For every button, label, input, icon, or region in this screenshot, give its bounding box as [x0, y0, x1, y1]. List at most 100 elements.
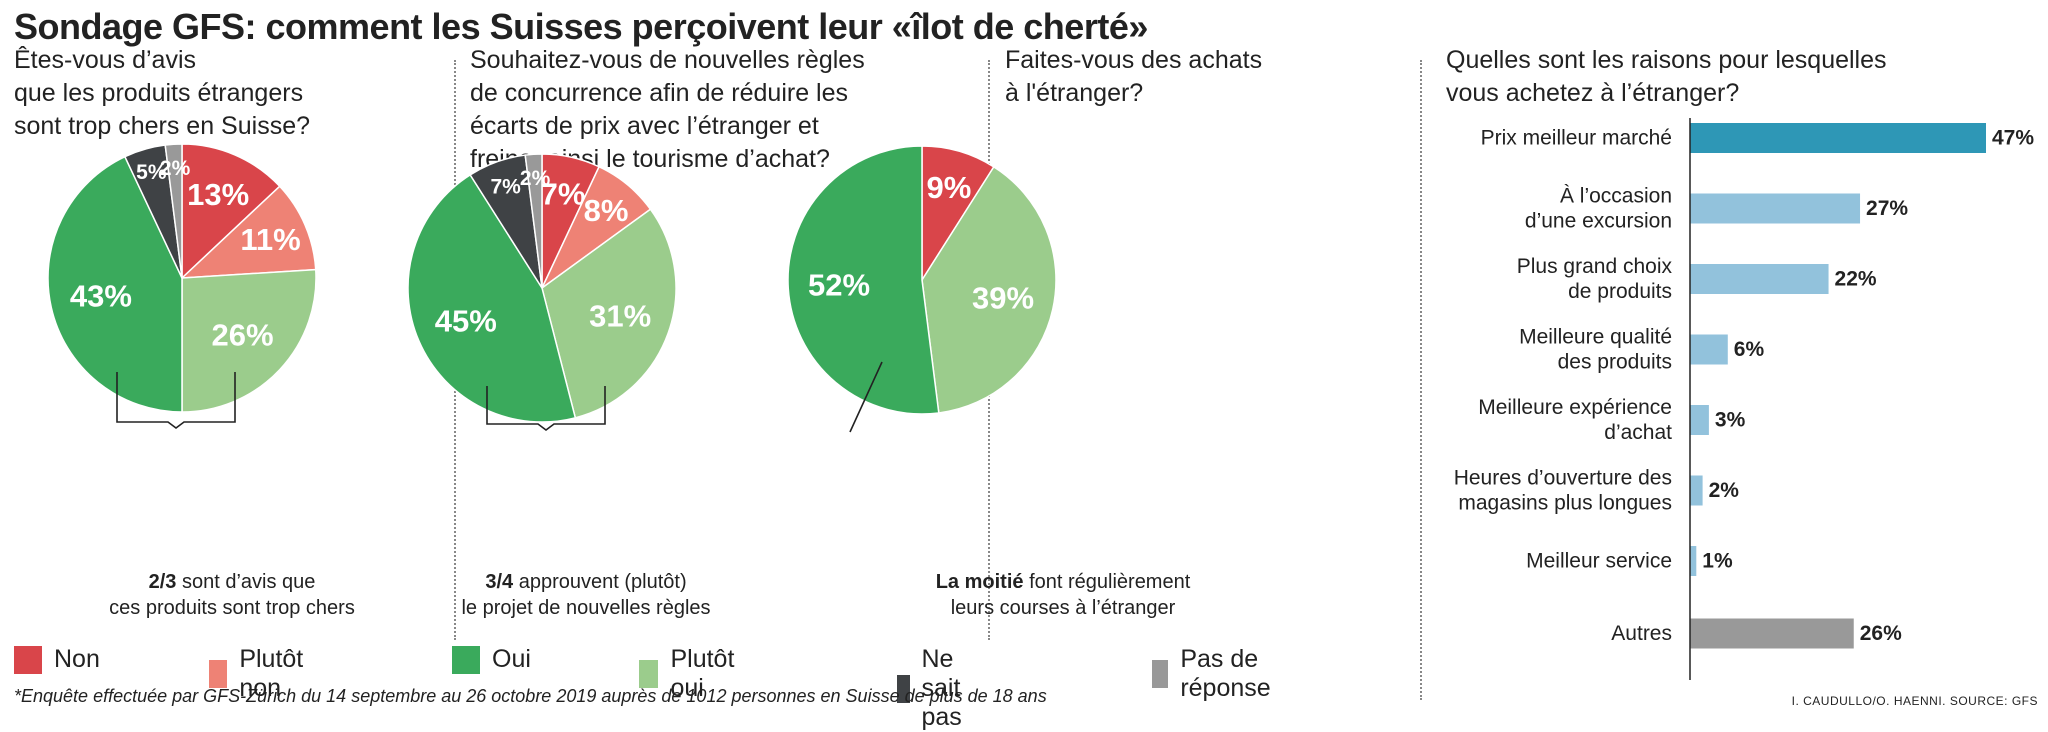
annotation-line2: le projet de nouvelles règles: [461, 597, 710, 619]
annotation-leader: [849, 361, 883, 433]
legend-swatch: [1152, 660, 1169, 688]
bar-category-label: Autres: [1611, 622, 1672, 645]
pie-slice: [787, 145, 940, 415]
legend-item: Pas de réponse: [1152, 645, 1282, 703]
pie-chart-2: 7%8%31%45%7% 2%3/4 approuvent (plutôt)le …: [407, 153, 711, 619]
pie-slice: [524, 153, 543, 289]
bar: [1690, 405, 1709, 435]
pie3-question: Faites-vous des achats à l'étranger?: [1005, 44, 1385, 110]
bar: [1690, 123, 1986, 153]
annotation-text: La moitié font régulièrement: [936, 571, 1191, 593]
pie-slice-label: 52%: [808, 268, 870, 303]
bar-category-label: Plus grand choix: [1517, 255, 1673, 278]
legend-label: Oui: [492, 645, 531, 673]
bar-category-label: À l’occasion: [1560, 185, 1672, 208]
question-line: Êtes-vous d’avis: [14, 46, 197, 74]
bar-chart: Prix meilleur marché 47% À l’occasiond’une…: [1454, 118, 2034, 680]
annotation-text: 3/4 approuvent (plutôt): [485, 571, 686, 593]
question-line: Souhaitez-vous de nouvelles règles: [470, 46, 865, 74]
bar-category-label: Meilleur service: [1526, 550, 1672, 573]
question-line: que les produits étrangers: [14, 79, 304, 107]
pie-slice-label: 39%: [972, 281, 1034, 316]
pie-slice-label: 45%: [435, 303, 497, 338]
pie-slice-label: 9%: [927, 170, 972, 205]
question-line: sont trop chers en Suisse?: [14, 112, 310, 140]
legend-item: Non: [14, 645, 100, 674]
question-line: Quelles sont les raisons pour lesquelles: [1446, 46, 1887, 74]
bar-category-label: magasins plus longues: [1458, 492, 1672, 515]
pie-slice: [181, 268, 317, 413]
legend-label: Plutôt oui: [670, 645, 735, 702]
bar-category-label: de produits: [1568, 280, 1672, 303]
pie-chart-3: 9% 39% 52% La moitié font régulièrement leur…: [787, 145, 1191, 619]
annotation-text: 2/3 sont d’avis que: [149, 571, 316, 593]
bar-value-label: 47%: [1992, 127, 2034, 150]
pie-slice-label: 7%: [541, 176, 586, 211]
annotation-bold: 2/3: [149, 571, 177, 593]
pie1-question: Êtes-vous d’avis que les produits étrange…: [14, 44, 434, 143]
annotation-rest: font régulièrement: [1024, 571, 1191, 593]
annotation-bold: La moitié: [936, 571, 1024, 593]
annotation-line2: ces produits sont trop chers: [109, 597, 355, 619]
bar-value-label: 6%: [1734, 338, 1765, 361]
bar-category-label: Meilleure expérience: [1478, 396, 1672, 419]
pie-slice: [181, 143, 281, 280]
bar: [1690, 193, 1861, 224]
question-line: vous achetez à l’étranger?: [1446, 79, 1740, 107]
bar-value-label: 27%: [1866, 197, 1908, 220]
bar-question: Quelles sont les raisons pour lesquelles…: [1446, 44, 2006, 110]
pie-slice: [164, 143, 183, 279]
annotation-bracket: [486, 386, 606, 431]
source-credit: I. CAUDULLO/O. HAENNI. SOURCE: GFS: [1791, 694, 2038, 708]
legend-item: Oui: [452, 645, 531, 674]
pie-slice-label: 43%: [70, 279, 132, 314]
bar-value-label: 1%: [1702, 550, 1733, 573]
annotation-bold: 3/4: [485, 571, 514, 593]
pie-slice-label: 8%: [584, 193, 629, 228]
bar-value-label: 2%: [1709, 479, 1740, 502]
pie-slice-label: 26%: [212, 317, 274, 352]
bar-category-label: Prix meilleur marché: [1481, 127, 1672, 150]
legend-label: Non: [54, 645, 100, 673]
question-line: écarts de prix avec l’étranger et: [470, 112, 819, 140]
bar-category-label: Meilleure qualité: [1519, 326, 1672, 349]
annotation-rest: sont d’avis que: [176, 571, 315, 593]
pie-slice: [407, 173, 577, 423]
bar-category-label: d’une excursion: [1525, 210, 1672, 233]
pie-slice: [47, 155, 183, 413]
pie-slice-label: 31%: [589, 299, 651, 334]
legend-label: Pas de réponse: [1180, 645, 1271, 702]
bar-category-label: Heures d’ouverture des: [1454, 467, 1672, 490]
bar-value-label: 3%: [1715, 409, 1746, 432]
pie-slice-label: 5%: [136, 161, 167, 184]
pie-slice-label: 2%: [520, 167, 551, 190]
legend-swatch: [452, 645, 480, 674]
pie-slice-label: 13%: [187, 177, 249, 212]
bar: [1690, 334, 1728, 365]
footnote: *Enquête effectuée par GFS-Zürich du 14 …: [14, 686, 1047, 706]
bar: [1690, 264, 1829, 294]
legend-item: Plutôt non: [209, 645, 313, 703]
legend-item: Plutôt oui: [639, 645, 743, 703]
pie-chart-1: 13% 11% 26% 43% 5%2% 2/3 sont d’avis que ces p…: [47, 143, 355, 619]
annotation-bracket: [116, 372, 236, 429]
pie-slice: [179, 185, 317, 279]
pie-slice-label: 7%: [491, 176, 522, 199]
legend-swatch: [639, 660, 659, 688]
bar: [1690, 618, 1854, 649]
legend-swatch: [209, 660, 228, 688]
legend-swatch: [14, 645, 42, 674]
chart-title: Sondage GFS: comment les Suisses perçoiv…: [14, 6, 1148, 47]
legend-swatch: [897, 674, 910, 703]
bar-value-label: 26%: [1860, 622, 1902, 645]
divider-3: [1420, 60, 1422, 700]
legend-label: Plutôt non: [239, 645, 304, 702]
bar-category-label: d’achat: [1604, 421, 1672, 444]
annotation-rest: approuvent (plutôt): [513, 571, 686, 593]
bar-value-label: 22%: [1835, 268, 1877, 291]
pie-slice-label: 11%: [240, 222, 300, 257]
pie-slice-label: 2%: [160, 157, 191, 180]
bar: [1690, 475, 1703, 506]
pie-slice: [921, 165, 1057, 414]
